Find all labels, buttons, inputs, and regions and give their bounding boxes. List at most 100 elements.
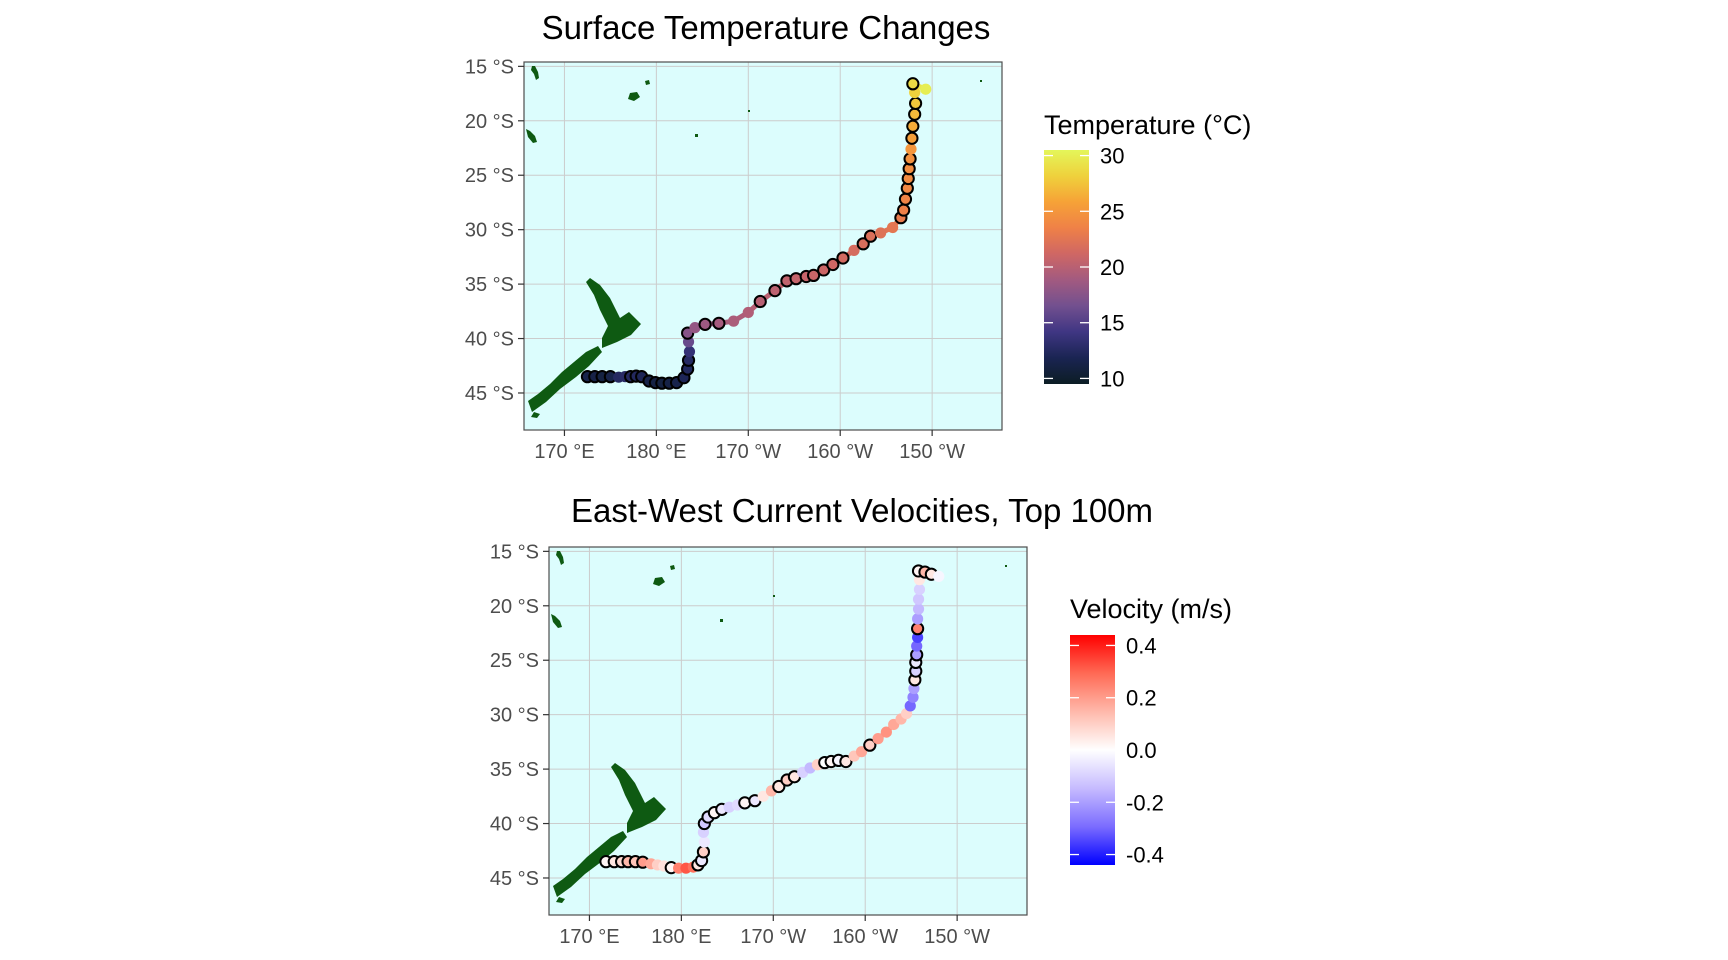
legend-tick-label: -0.2 <box>1126 790 1164 815</box>
data-point <box>908 107 922 121</box>
data-point <box>863 229 878 243</box>
legend-tick-label: -0.4 <box>1126 843 1164 868</box>
data-point <box>839 754 853 769</box>
temperature-panel: Surface Temperature Changes 170 °E 180 °E… <box>465 9 1252 463</box>
legend-tick-label: 10 <box>1100 366 1124 391</box>
data-point <box>712 316 726 330</box>
land-masses <box>551 551 1007 903</box>
data-point <box>912 593 925 605</box>
data-point <box>912 603 925 615</box>
y-tick-label: 15 °S <box>465 56 514 78</box>
fiji-small-island <box>670 565 675 570</box>
data-point <box>683 346 696 358</box>
x-tick-label: 170 °W <box>740 926 806 948</box>
data-point <box>933 570 945 582</box>
data-point <box>768 284 782 298</box>
data-point <box>848 244 860 256</box>
data-point <box>906 77 920 91</box>
data-point <box>753 294 767 309</box>
stewart-island <box>531 412 540 418</box>
axes: 170 °E 180 °E 170 °W 160 °W 150 °W 15 °S 20 °S… <box>465 56 965 463</box>
data-point <box>855 746 868 758</box>
x-tick-label: 170 °E <box>534 441 594 463</box>
y-tick-label: 45 °S <box>490 868 539 890</box>
data-point <box>727 315 740 327</box>
data-point <box>836 251 850 265</box>
data-point <box>698 836 710 848</box>
legend-tick-label: 30 <box>1100 144 1124 169</box>
data-point <box>856 237 870 251</box>
data-point <box>698 317 712 331</box>
new-zealand-south-island <box>553 831 627 897</box>
data-point <box>887 221 899 234</box>
y-tick-label: 45 °S <box>465 383 514 405</box>
data-point <box>826 257 840 272</box>
gridlines <box>524 62 1002 430</box>
data-point <box>911 622 925 636</box>
x-tick-label: 180 °E <box>626 441 686 463</box>
x-tick-label: 150 °W <box>924 926 990 948</box>
ocean-background <box>524 62 1002 430</box>
y-tick-label: 25 °S <box>490 650 539 672</box>
panel-border <box>548 546 1028 916</box>
y-tick-label: 20 °S <box>465 111 514 133</box>
small-island <box>748 110 750 112</box>
data-point <box>898 192 913 206</box>
ship-track-temperature <box>580 77 932 390</box>
temperature-legend: Temperature (°C) 30 25 20 15 10 <box>1044 110 1251 391</box>
legend-tick-label: 0.0 <box>1126 738 1157 763</box>
small-island <box>773 595 775 597</box>
chart-title: Surface Temperature Changes <box>542 9 991 46</box>
vanuatu-islands <box>531 66 539 80</box>
small-island <box>720 619 723 622</box>
data-point <box>911 640 923 652</box>
data-point <box>920 83 932 95</box>
x-tick-label: 160 °W <box>807 441 873 463</box>
y-tick-label: 15 °S <box>490 541 539 563</box>
data-point <box>905 131 919 145</box>
x-tick-label: 160 °W <box>832 926 898 948</box>
x-tick-label: 180 °E <box>651 926 711 948</box>
legend-tick-label: 15 <box>1100 311 1124 336</box>
new-zealand-north-island <box>611 763 666 833</box>
panel-border <box>523 61 1003 431</box>
y-tick-label: 35 °S <box>490 759 539 781</box>
data-point <box>863 738 877 752</box>
y-tick-label: 35 °S <box>465 274 514 296</box>
axes: 170 °E 180 °E 170 °W 160 °W 150 °W 15 °S 20 °S… <box>490 541 990 948</box>
fiji-small-island <box>645 80 650 85</box>
data-point <box>757 790 769 802</box>
data-point <box>905 143 917 155</box>
fiji-islands <box>653 577 665 586</box>
y-tick-label: 40 °S <box>465 329 514 351</box>
data-point <box>806 268 821 282</box>
chart-title: East-West Current Velocities, Top 100m <box>571 492 1153 529</box>
stewart-island <box>556 897 565 903</box>
data-point <box>772 779 786 794</box>
new-caledonia-islands <box>551 614 562 628</box>
y-tick-label: 25 °S <box>465 165 514 187</box>
x-tick-label: 170 °W <box>715 441 781 463</box>
velocity-panel: East-West Current Velocities, Top 100m 1… <box>490 492 1232 948</box>
y-tick-label: 30 °S <box>490 705 539 727</box>
legend-tick-label: 25 <box>1100 199 1124 224</box>
gridlines <box>549 547 1027 915</box>
y-tick-label: 30 °S <box>465 220 514 242</box>
land-masses <box>526 66 982 418</box>
data-point <box>872 733 884 745</box>
legend-tick-label: 0.2 <box>1126 686 1157 711</box>
legend-tick-label: 0.4 <box>1126 633 1157 658</box>
new-caledonia-islands <box>526 129 537 143</box>
velocity-legend: Velocity (m/s) 0.4 0.2 0.0 -0.2 -0.4 <box>1070 594 1232 868</box>
data-point <box>742 306 754 319</box>
x-tick-label: 150 °W <box>899 441 965 463</box>
small-island <box>695 134 698 137</box>
y-tick-label: 40 °S <box>490 814 539 836</box>
data-point <box>880 726 892 738</box>
data-point <box>904 700 916 712</box>
legend-tick-label: 20 <box>1100 255 1124 280</box>
data-point <box>875 227 887 239</box>
small-island <box>1005 565 1007 567</box>
y-tick-label: 20 °S <box>490 596 539 618</box>
